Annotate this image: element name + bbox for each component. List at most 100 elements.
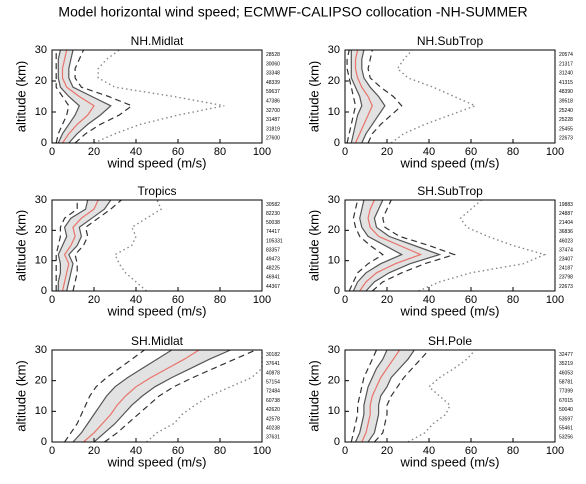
- x-axis-label: wind speed (m/s): [400, 454, 500, 469]
- sample-count: 36836: [559, 229, 573, 235]
- x-tick-label: 100: [253, 146, 271, 158]
- x-tick-label: 20: [88, 294, 100, 306]
- y-tick-label: 10: [35, 106, 47, 118]
- sample-count: 25455: [559, 126, 573, 132]
- sample-count: 67015: [559, 398, 573, 404]
- sample-count: 22673: [559, 284, 573, 290]
- x-tick-label: 0: [342, 445, 348, 457]
- y-tick-label: 30: [35, 44, 47, 56]
- y-tick-label: 0: [334, 436, 340, 448]
- sample-count: 37631: [266, 435, 280, 441]
- plot-frame: [51, 49, 263, 144]
- x-tick-label: 20: [381, 445, 393, 457]
- sample-count: 40238: [266, 426, 280, 432]
- profile-line: [354, 49, 373, 144]
- sample-count: 19883: [559, 202, 573, 208]
- profile-line: [348, 199, 384, 292]
- profile-line: [350, 349, 378, 443]
- y-tick-label: 30: [35, 344, 47, 356]
- iqr-shade: [353, 200, 440, 291]
- sample-count: 27600: [266, 136, 280, 142]
- x-tick-label: 60: [172, 146, 184, 158]
- profile-line: [61, 199, 99, 292]
- x-tick-label: 100: [546, 146, 564, 158]
- x-tick-label: 60: [172, 445, 184, 457]
- sample-count: 60738: [266, 398, 280, 404]
- sample-count: 46053: [559, 370, 573, 376]
- y-tick-label: 20: [35, 224, 47, 236]
- x-tick-label: 40: [423, 146, 435, 158]
- x-tick-label: 80: [214, 146, 226, 158]
- sample-count: 48390: [559, 89, 573, 95]
- sample-count: 24887: [559, 211, 573, 217]
- x-tick-label: 40: [130, 445, 142, 457]
- x-tick-label: 0: [342, 294, 348, 306]
- x-tick-label: 40: [130, 294, 142, 306]
- y-tick-label: 0: [41, 137, 47, 149]
- iqr-shade: [355, 350, 415, 442]
- profile-line: [57, 49, 81, 144]
- profile-line: [350, 50, 363, 144]
- sample-count: 50038: [266, 220, 280, 226]
- profile-line: [57, 199, 89, 291]
- x-tick-label: 100: [253, 445, 271, 457]
- sample-count: 58781: [559, 380, 573, 386]
- y-tick-label: 10: [35, 405, 47, 417]
- sample-count: 31487: [266, 117, 280, 123]
- profile-line: [354, 349, 388, 443]
- x-tick-label: 80: [507, 146, 519, 158]
- panel-title: SH.Midlat: [131, 334, 184, 348]
- x-tick-label: 20: [88, 445, 100, 457]
- sample-count: 48225: [266, 266, 280, 272]
- x-tick-label: 60: [465, 146, 477, 158]
- panel-title: NH.SubTrop: [417, 34, 484, 48]
- panel: 0 20 40 60 80 100 0 10 20 30 NH.Midlat wind speed (…: [13, 34, 280, 170]
- sample-count: 46941: [266, 275, 280, 281]
- x-tick-label: 0: [49, 445, 55, 457]
- y-tick-label: 10: [328, 405, 340, 417]
- panel: 0 20 40 60 80 100 0 10 20 30 SH.Midlat wind speed (…: [13, 334, 280, 469]
- sample-count: 20574: [559, 52, 573, 58]
- y-tick-label: 30: [328, 344, 340, 356]
- x-tick-label: 40: [423, 294, 435, 306]
- panel: 0 20 40 60 80 100 0 10 20 30 SH.Pole wind speed (m/…: [306, 334, 573, 469]
- sample-count: 55461: [559, 426, 573, 432]
- iqr-shade: [73, 350, 231, 442]
- sample-count: 32700: [266, 108, 280, 114]
- sample-count: 21404: [559, 220, 573, 226]
- panel-title: Tropics: [138, 184, 177, 198]
- x-tick-label: 100: [546, 445, 564, 457]
- x-tick-label: 100: [546, 294, 564, 306]
- iqr-shade: [58, 50, 111, 143]
- y-axis-label: altitude (km): [306, 61, 321, 133]
- profile-line: [365, 199, 442, 292]
- y-tick-label: 20: [328, 75, 340, 87]
- profile-line: [55, 200, 78, 291]
- figure-title: Model horizontal wind speed; ECMWF-CALIP…: [58, 4, 527, 20]
- profile-line: [361, 349, 401, 443]
- profile-line: [352, 199, 404, 292]
- sample-count: 77399: [559, 389, 573, 395]
- x-tick-label: 60: [465, 294, 477, 306]
- sample-count: 25228: [559, 117, 573, 123]
- panel: 0 20 40 60 80 100 0 10 20 30 NH.SubTrop wind speed …: [306, 34, 573, 170]
- sample-count: 74417: [266, 229, 280, 235]
- x-axis-label: wind speed (m/s): [107, 155, 207, 170]
- y-axis-label: altitude (km): [13, 210, 28, 282]
- x-axis-label: wind speed (m/s): [400, 303, 500, 318]
- y-tick-label: 30: [35, 194, 47, 206]
- x-tick-label: 20: [381, 146, 393, 158]
- profile-line: [74, 49, 134, 144]
- sample-count: 49473: [266, 256, 280, 262]
- y-tick-label: 10: [328, 106, 340, 118]
- x-tick-label: 40: [423, 445, 435, 457]
- sample-count: 47386: [266, 98, 280, 104]
- x-tick-label: 80: [214, 445, 226, 457]
- sample-count: 83357: [266, 247, 280, 253]
- plot-frame: [51, 349, 263, 443]
- profile-line: [64, 349, 145, 443]
- x-tick-label: 60: [172, 294, 184, 306]
- y-tick-label: 0: [334, 137, 340, 149]
- y-tick-label: 0: [41, 436, 47, 448]
- profile-line: [418, 199, 547, 292]
